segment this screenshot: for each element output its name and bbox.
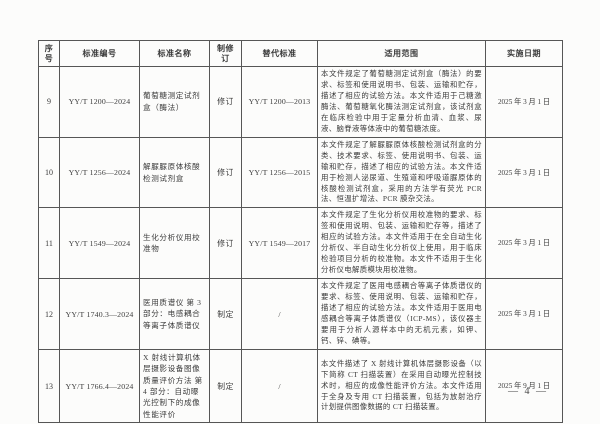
cell-standard-code: YY/T 1256—2024 [59,136,140,209]
cell-standard-code: YY/T 1740.3—2024 [59,278,140,350]
cell-revision-type: 制定 [209,278,242,350]
cell-standard-code: YY/T 1549—2024 [59,207,140,280]
col-header-scope: 适用范围 [317,40,486,67]
cell-revision-type: 修订 [209,207,242,280]
table-row: 13 YY/T 1766.4—2024 X 射线计算机体层摄影设备图像质量评价方… [38,348,563,424]
cell-effective-date: 2025 年 3 月 1 日 [485,207,563,280]
table-row: 10 YY/T 1256—2024 解脲脲原体核酸检测试剂盒 修订 YY/T 1… [38,136,563,209]
cell-seq: 10 [38,136,60,209]
cell-scope: 本文件规定了解脲脲原体核酸检测试剂盒的分类、技术要求、标签、使用说明书、包装、运… [317,136,486,209]
cell-replaced-standard: / [241,278,318,350]
page-number: — 4 — [508,386,548,397]
table-row: 9 YY/T 1200—2024 葡萄糖测定试剂盒（酶法） 修订 YY/T 12… [38,66,563,138]
table-header-row: 序号 标准编号 标准名称 制修订 替代标准 适用范围 实施日期 [38,40,563,67]
col-header-date: 实施日期 [485,40,563,67]
cell-scope: 本文件规定了医用电感耦合等离子体质谱仪的要求、标签、使用说明、包装、运输和贮存，… [317,278,486,350]
cell-replaced-standard: / [241,348,318,424]
cell-scope: 本文件描述了 X 射线计算机体层摄影设备（以下简称 CT 扫描装置）在采用自动曝… [317,348,486,424]
cell-revision-type: 修订 [209,136,242,209]
cell-effective-date: 2025 年 3 月 1 日 [485,136,563,209]
col-header-replaced: 替代标准 [241,40,318,67]
cell-standard-code: YY/T 1200—2024 [59,66,140,138]
cell-replaced-standard: YY/T 1256—2015 [241,136,318,209]
cell-standard-name: X 射线计算机体层摄影设备图像质量评价方法 第 4 部分：自动曝光控制下的成像性… [139,348,210,424]
table-row: 12 YY/T 1740.3—2024 医用质谱仪 第 3 部分：电感耦合等离子… [38,278,563,350]
cell-standard-code: YY/T 1766.4—2024 [59,348,140,424]
cell-seq: 12 [38,278,60,350]
cell-replaced-standard: YY/T 1549—2017 [241,207,318,280]
cell-scope: 本文件规定了生化分析仪用校准物的要求、标签和使用说明、包装、运输和贮存等，描述了… [317,207,486,280]
cell-replaced-standard: YY/T 1200—2013 [241,66,318,138]
cell-scope: 本文件规定了葡萄糖测定试剂盒（酶法）的要求、标签和使用说明书、包装、运输和贮存，… [317,66,486,138]
cell-revision-type: 制定 [209,348,242,424]
cell-standard-name: 生化分析仪用校准物 [139,207,210,280]
cell-standard-name: 医用质谱仪 第 3 部分：电感耦合等离子体质谱仪 [139,278,210,350]
table-row: 11 YY/T 1549—2024 生化分析仪用校准物 修订 YY/T 1549… [38,207,563,280]
cell-effective-date: 2025 年 3 月 1 日 [485,278,563,350]
standards-table: 序号 标准编号 标准名称 制修订 替代标准 适用范围 实施日期 9 YY/T 1… [38,40,563,424]
cell-seq: 9 [38,66,60,138]
col-header-code: 标准编号 [59,40,140,67]
cell-seq: 13 [38,348,60,424]
col-header-revision: 制修订 [209,40,242,67]
cell-standard-name: 解脲脲原体核酸检测试剂盒 [139,136,210,209]
cell-effective-date: 2025 年 3 月 1 日 [485,66,563,138]
col-header-seq: 序号 [38,40,60,67]
cell-revision-type: 修订 [209,66,242,138]
cell-effective-date: 2025 年 9 月 1 日 [485,348,563,424]
cell-standard-name: 葡萄糖测定试剂盒（酶法） [139,66,210,138]
col-header-name: 标准名称 [139,40,210,67]
cell-seq: 11 [38,207,60,280]
